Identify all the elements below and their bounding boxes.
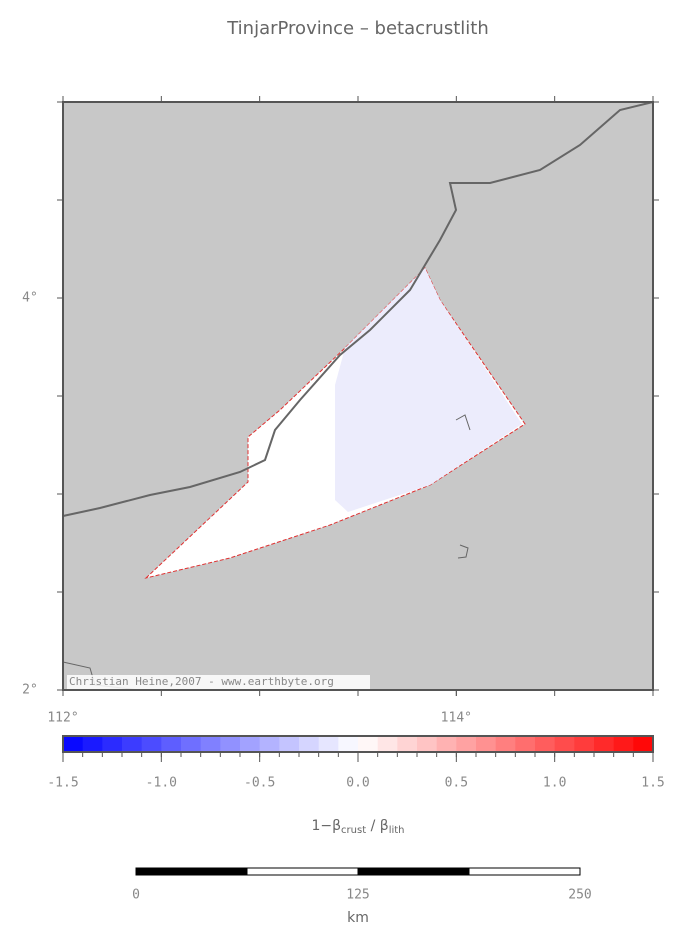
colorbar-swatch <box>554 736 575 752</box>
colorbar-swatch <box>279 736 300 752</box>
colorbar-tick-label: 1.0 <box>543 776 566 791</box>
colorbar-swatch <box>515 736 536 752</box>
colorbar-swatch <box>181 736 202 752</box>
colorbar-swatch <box>82 736 103 752</box>
colorbar-swatch <box>397 736 418 752</box>
scale-tick-label: 250 <box>568 888 591 903</box>
colorbar-swatch <box>122 736 143 752</box>
x-tick-label: 112° <box>47 711 78 726</box>
colorbar-swatch <box>358 736 379 752</box>
colorbar-swatch <box>240 736 261 752</box>
colorbar-swatch <box>259 736 280 752</box>
colorbar-swatch <box>633 736 654 752</box>
colorbar-swatch <box>436 736 457 752</box>
label-sub: crust <box>341 825 366 836</box>
scale-tick-label: 0 <box>132 888 140 903</box>
scale-segment <box>246 867 359 876</box>
label-part: / β <box>366 818 389 834</box>
y-tick-label: 4° <box>22 291 38 306</box>
credit-box <box>67 675 370 689</box>
scale-tick-label: 125 <box>346 888 369 903</box>
colorbar-swatch <box>613 736 634 752</box>
scale-segment <box>357 867 470 876</box>
title: TinjarProvince – betacrustlith <box>226 18 489 39</box>
scale-unit: km <box>347 910 369 926</box>
x-tick-label: 114° <box>441 711 472 726</box>
colorbar-tick-label: 0.0 <box>346 776 369 791</box>
colorbar-tick-label: 1.5 <box>641 776 664 791</box>
scale-segment <box>468 867 581 876</box>
colorbar-swatch <box>594 736 615 752</box>
label-sub: lith <box>389 825 405 836</box>
colorbar-swatch <box>476 736 497 752</box>
province-region-high <box>335 268 522 512</box>
colorbar-swatch <box>495 736 516 752</box>
colorbar-swatch <box>63 736 84 752</box>
colorbar-swatch <box>456 736 477 752</box>
colorbar-swatch <box>220 736 241 752</box>
credit: Christian Heine,2007 - www.earthbyte.org <box>69 675 334 688</box>
colorbar-swatch <box>318 736 339 752</box>
colorbar-swatch <box>377 736 398 752</box>
colorbar-tick-label: -1.5 <box>47 776 78 791</box>
colorbar-label: 1−βcrust / βlith <box>311 818 404 836</box>
colorbar-swatch <box>102 736 123 752</box>
y-tick-label: 2° <box>22 683 38 698</box>
scale-segment <box>135 867 248 876</box>
colorbar-swatch <box>417 736 438 752</box>
river <box>455 414 471 559</box>
label-part: 1−β <box>311 818 341 834</box>
colorbar-swatch <box>161 736 182 752</box>
colorbar-swatch <box>535 736 556 752</box>
colorbar-swatch <box>338 736 359 752</box>
colorbar-swatch <box>200 736 221 752</box>
coastline <box>62 101 654 517</box>
colorbar-swatch <box>574 736 595 752</box>
colorbar-swatch <box>141 736 162 752</box>
colorbar-swatch <box>299 736 320 752</box>
colorbar-tick-label: 0.5 <box>445 776 468 791</box>
colorbar-tick-label: -1.0 <box>146 776 177 791</box>
colorbar-tick-label: -0.5 <box>244 776 275 791</box>
